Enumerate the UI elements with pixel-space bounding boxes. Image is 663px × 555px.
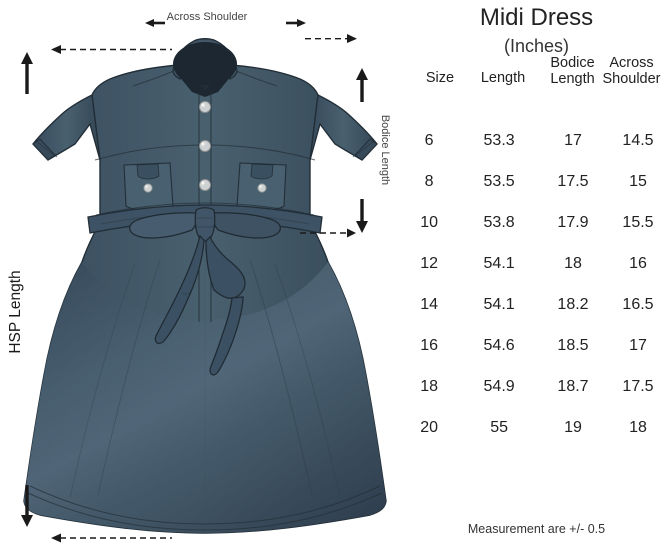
svg-text:Across Shoulder: Across Shoulder xyxy=(167,11,248,23)
svg-text:Bodice Length: Bodice Length xyxy=(379,115,391,185)
svg-text:HSP Length: HSP Length xyxy=(7,270,24,353)
